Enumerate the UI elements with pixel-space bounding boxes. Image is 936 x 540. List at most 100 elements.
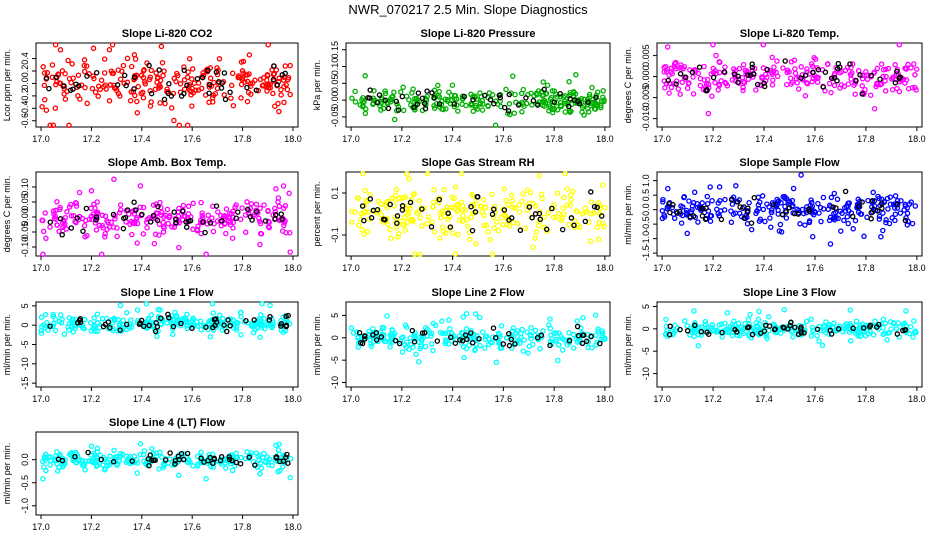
data-point bbox=[352, 209, 358, 215]
data-point bbox=[892, 193, 899, 199]
data-point-black bbox=[749, 64, 756, 71]
data-point bbox=[751, 325, 757, 331]
data-point bbox=[560, 205, 566, 211]
data-point-black bbox=[67, 87, 74, 93]
data-point bbox=[442, 340, 449, 347]
data-point bbox=[460, 314, 466, 320]
data-point-black bbox=[121, 215, 127, 222]
data-point bbox=[871, 105, 878, 112]
data-point-black bbox=[833, 205, 839, 211]
data-point bbox=[102, 230, 108, 237]
data-point bbox=[68, 213, 75, 219]
data-point-black bbox=[59, 232, 65, 238]
data-point-black bbox=[868, 210, 874, 216]
plot-frame bbox=[35, 42, 299, 128]
x-tick-label: 18.0 bbox=[908, 134, 926, 144]
data-point bbox=[90, 45, 97, 52]
data-point bbox=[684, 85, 691, 92]
data-point bbox=[809, 63, 816, 70]
data-point-black bbox=[666, 331, 673, 338]
data-point-black bbox=[139, 211, 145, 218]
data-point bbox=[108, 219, 114, 226]
data-point bbox=[57, 204, 63, 211]
data-point bbox=[817, 204, 824, 211]
y-tick-label: 5 bbox=[20, 303, 30, 308]
data-point-black bbox=[131, 86, 137, 92]
data-point bbox=[76, 189, 83, 196]
data-point bbox=[663, 316, 669, 323]
data-point bbox=[536, 172, 543, 179]
data-point bbox=[413, 210, 420, 216]
data-point bbox=[472, 104, 479, 111]
data-point bbox=[705, 81, 712, 88]
data-point bbox=[424, 170, 431, 177]
data-point-black bbox=[110, 211, 117, 218]
y-tick-label: -5 bbox=[641, 347, 651, 355]
data-point bbox=[140, 95, 147, 101]
data-point-black bbox=[227, 322, 233, 329]
data-point-black bbox=[370, 332, 376, 338]
data-point bbox=[114, 225, 120, 231]
data-point-black bbox=[702, 216, 709, 223]
data-point bbox=[804, 66, 810, 72]
data-point bbox=[363, 106, 369, 112]
data-point bbox=[740, 326, 746, 333]
data-point bbox=[177, 81, 184, 87]
data-point-black bbox=[370, 207, 377, 214]
data-point bbox=[50, 122, 57, 129]
data-point-black bbox=[741, 215, 747, 221]
data-point bbox=[451, 195, 458, 202]
data-point bbox=[570, 345, 577, 351]
data-point bbox=[808, 333, 815, 339]
data-point bbox=[276, 75, 282, 82]
data-point-black bbox=[783, 209, 789, 215]
data-point bbox=[510, 325, 517, 331]
data-point-black bbox=[745, 72, 751, 78]
data-point bbox=[362, 73, 368, 79]
data-point bbox=[808, 316, 814, 323]
data-point-black bbox=[153, 320, 159, 326]
data-point bbox=[70, 212, 77, 219]
data-point bbox=[730, 211, 737, 217]
data-point bbox=[594, 89, 601, 95]
data-point bbox=[164, 320, 170, 326]
data-point bbox=[492, 122, 499, 129]
data-point bbox=[223, 206, 230, 212]
data-point bbox=[82, 234, 88, 240]
y-tick-label: 0.00 bbox=[20, 208, 30, 226]
data-point bbox=[826, 80, 833, 87]
data-point bbox=[702, 321, 709, 327]
data-point bbox=[855, 209, 862, 216]
data-point bbox=[265, 85, 272, 91]
data-point bbox=[211, 79, 217, 86]
data-point bbox=[539, 195, 545, 202]
data-point bbox=[287, 62, 293, 69]
data-point bbox=[91, 315, 97, 321]
x-tick-label: 17.6 bbox=[183, 522, 201, 532]
data-point bbox=[553, 91, 559, 98]
data-point-black bbox=[667, 209, 673, 216]
data-point bbox=[595, 200, 601, 206]
x-tick-label: 18.0 bbox=[284, 522, 302, 532]
data-point bbox=[40, 64, 46, 70]
data-point-black bbox=[149, 457, 155, 463]
x-tick-label: 17.4 bbox=[444, 263, 462, 273]
data-point-black bbox=[849, 213, 856, 220]
data-point bbox=[195, 80, 202, 86]
data-point bbox=[173, 78, 179, 85]
data-point-black bbox=[689, 69, 696, 76]
data-point bbox=[555, 330, 562, 336]
data-point bbox=[110, 70, 117, 77]
data-point bbox=[408, 196, 415, 203]
data-point bbox=[190, 463, 196, 469]
data-point bbox=[787, 75, 794, 82]
data-point bbox=[848, 72, 854, 78]
y-tick-label: -0.4 bbox=[20, 101, 30, 117]
data-point bbox=[436, 103, 443, 110]
data-point-black bbox=[822, 69, 829, 75]
figure-title: NWR_070217 2.5 Min. Slope Diagnostics bbox=[348, 2, 588, 17]
data-point-black bbox=[199, 74, 206, 81]
data-point bbox=[117, 302, 124, 309]
data-point bbox=[233, 327, 240, 333]
